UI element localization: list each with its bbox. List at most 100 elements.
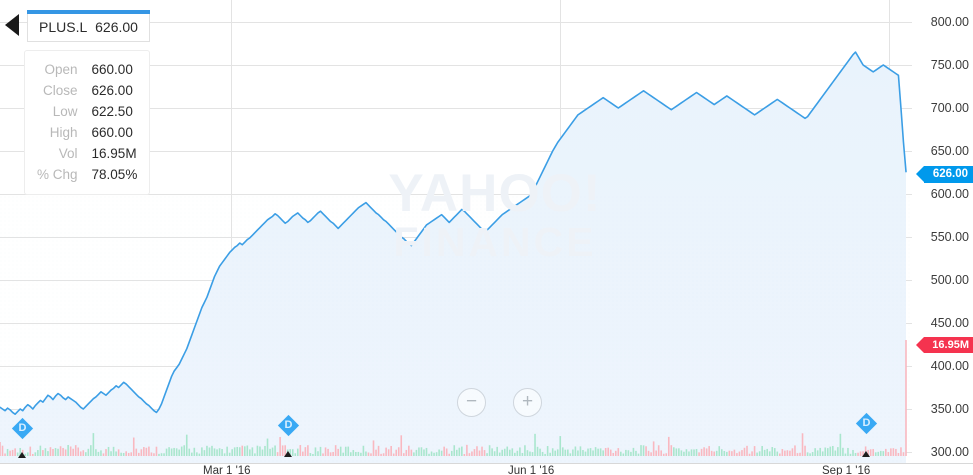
zoom-out-button[interactable]: − (457, 388, 486, 417)
volume-bar (357, 451, 360, 456)
volume-bar (208, 447, 211, 456)
volume-bar (791, 448, 794, 456)
volume-bar (821, 451, 824, 456)
volume-bar (276, 452, 279, 456)
legend-quote-box: PLUS.L 626.00 (27, 14, 150, 42)
volume-bar (463, 453, 466, 456)
ohlc-label: Close (43, 83, 78, 98)
split-marker-icon[interactable] (18, 452, 26, 458)
volume-bar (892, 448, 895, 456)
volume-bar (458, 447, 461, 456)
volume-bar (362, 445, 365, 456)
ohlc-row: % Chg 78.05% (37, 164, 137, 185)
price-area-texture (0, 194, 912, 463)
volume-bar (39, 445, 42, 456)
volume-bar (660, 450, 662, 456)
volume-bar (309, 453, 312, 456)
volume-bar (64, 449, 67, 456)
volume-bar (196, 452, 198, 456)
volume-bar (405, 449, 408, 456)
volume-bar (110, 451, 112, 456)
volume-bar (534, 433, 536, 456)
volume-bar (4, 453, 6, 456)
volume-bar (158, 453, 160, 456)
quote-legend[interactable]: PLUS.L 626.00 (27, 10, 150, 42)
current-price-flag: 626.00 (915, 166, 973, 183)
volume-bar (259, 446, 261, 456)
volume-bar (834, 450, 837, 456)
volume-bar (599, 448, 602, 456)
volume-bar (299, 445, 302, 456)
volume-bar (14, 448, 16, 456)
volume-bar (355, 451, 357, 456)
volume-bar (521, 452, 524, 456)
volume-bar (180, 446, 183, 456)
volume-bar (799, 452, 801, 456)
volume-bar (768, 451, 771, 456)
price-axis-tick: 750.00 (930, 58, 969, 72)
current-price-value: 626.00 (932, 168, 968, 180)
volume-bar (223, 453, 226, 456)
legend-symbol: PLUS.L (39, 19, 88, 35)
zoom-in-button[interactable]: + (513, 388, 542, 417)
volume-bar (849, 453, 852, 456)
volume-bar (630, 451, 632, 456)
volume-bar (188, 448, 191, 456)
collapse-left-arrow-icon[interactable] (5, 14, 19, 36)
price-chart-plot[interactable] (0, 0, 912, 463)
volume-bar (736, 453, 738, 456)
volume-bar (753, 446, 756, 456)
volume-bar (284, 445, 286, 456)
volume-bar (511, 448, 514, 456)
volume-bar (713, 451, 715, 456)
volume-bar (165, 448, 168, 456)
dividend-marker-icon[interactable]: D (11, 417, 34, 440)
volume-bar (34, 452, 37, 456)
split-marker-icon[interactable] (284, 451, 292, 457)
volume-bar (52, 449, 54, 456)
volume-bar (145, 447, 148, 456)
volume-bar (420, 447, 423, 456)
ohlc-row: Vol 16.95M (37, 143, 137, 164)
volume-bar (503, 448, 506, 456)
volume-bar (756, 452, 758, 456)
dividend-marker-icon[interactable]: D (855, 412, 878, 435)
volume-bar (569, 453, 572, 456)
volume-bar (796, 453, 799, 456)
volume-bar (786, 450, 789, 456)
volume-bar (549, 452, 551, 456)
volume-bar (337, 448, 339, 456)
volume-bar (804, 445, 806, 456)
volume-bar (256, 445, 259, 456)
volume-bar (317, 451, 319, 456)
split-marker-icon[interactable] (862, 451, 870, 457)
volume-bar (304, 447, 307, 456)
volume-bar (203, 450, 206, 456)
volume-bar (62, 447, 64, 456)
volume-bar (829, 446, 832, 456)
volume-bar (539, 448, 541, 456)
volume-bar (153, 453, 155, 456)
volume-bar (743, 447, 746, 456)
volume-bar (885, 448, 887, 456)
volume-bar (49, 447, 52, 456)
volume-bar (506, 446, 509, 456)
volume-bar (607, 447, 610, 456)
volume-bar (733, 449, 736, 456)
volume-bar (680, 450, 683, 456)
volume-bar (594, 447, 597, 456)
volume-bar (445, 448, 448, 456)
dividend-marker-icon[interactable]: D (277, 414, 300, 437)
volume-bar (291, 449, 294, 456)
volume-bar (695, 449, 698, 456)
volume-bar (526, 450, 529, 456)
volume-bar (54, 448, 57, 456)
volume-bar (271, 447, 274, 456)
volume-bar (859, 451, 862, 456)
volume-bar (544, 453, 546, 456)
volume-bar (395, 449, 398, 456)
volume-bar (627, 450, 630, 456)
dividend-marker-label: D (284, 419, 293, 431)
chart-canvas[interactable] (0, 0, 912, 463)
